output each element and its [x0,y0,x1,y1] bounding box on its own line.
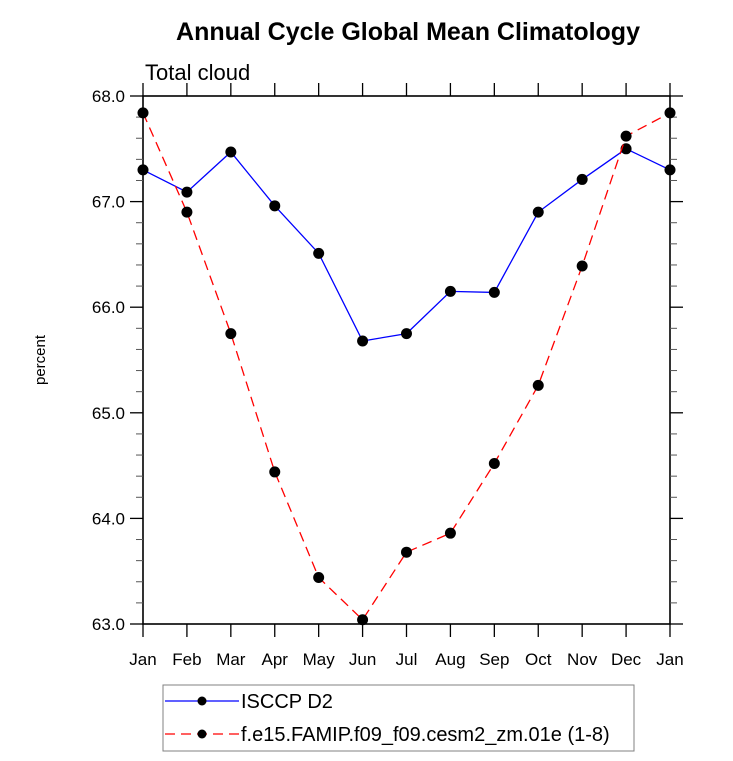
x-tick-label: Jul [396,650,418,669]
data-point [532,379,544,391]
legend-marker-series-1 [197,729,207,739]
data-point [620,130,632,142]
plot-frame [142,95,671,625]
chart-subtitle: Total cloud [145,60,250,85]
data-point [444,285,456,297]
x-tick-label: Sep [479,650,509,669]
x-tick-label: Mar [216,650,246,669]
data-point [137,107,149,119]
x-tick-label: Aug [435,650,465,669]
y-tick-label: 68.0 [92,87,125,106]
y-tick-label: 65.0 [92,404,125,423]
data-point [269,200,281,212]
legend-box [162,684,635,752]
data-point [401,328,412,340]
data-point [576,260,588,272]
x-tick-label: Oct [525,650,552,669]
data-point [313,247,325,259]
data-point [225,146,237,158]
data-point [269,466,281,478]
data-point [181,206,193,218]
x-tick-label: Apr [262,650,289,669]
legend: ISCCP D2 f.e15.FAMIP.f09_f09.cesm2_zm.01… [162,684,635,752]
y-axis-label: percent [32,334,49,385]
series-layer [137,107,676,626]
x-tick-label: Dec [611,650,642,669]
data-point [401,546,412,558]
axes: Jan Feb Mar Apr May Jun Jul Aug Sep Oct Nov Dec Jan6… [92,83,684,669]
legend-label-series-1: f.e15.FAMIP.f09_f09.cesm2_zm.01e (1-8) [241,724,610,746]
data-point [664,164,676,176]
y-tick-label: 67.0 [92,193,125,212]
data-point [137,164,149,176]
series-1 [137,107,676,626]
x-tick-label: Feb [172,650,201,669]
x-tick-label: Nov [567,650,598,669]
data-point [488,286,500,298]
data-point [664,107,676,119]
data-point [357,614,369,626]
data-point [488,457,500,469]
chart-title: Annual Cycle Global Mean Climatology [176,18,640,46]
x-tick-label: Jan [129,650,156,669]
data-point [357,335,369,347]
y-tick-label: 64.0 [92,509,125,528]
data-point [444,527,456,539]
data-point [532,206,544,218]
data-point [313,572,325,584]
x-tick-label: May [303,650,336,669]
y-tick-label: 63.0 [92,615,125,634]
legend-marker-series-0 [197,696,207,706]
x-tick-label: Jun [349,650,376,669]
data-point [576,173,588,185]
legend-label-series-0: ISCCP D2 [241,691,333,713]
y-tick-label: 66.0 [92,298,125,317]
series-line-1 [142,112,671,621]
series-0 [137,143,676,347]
x-tick-label: Jan [656,650,683,669]
data-point [181,186,193,198]
series-line-0 [142,148,671,342]
data-point [225,328,237,340]
